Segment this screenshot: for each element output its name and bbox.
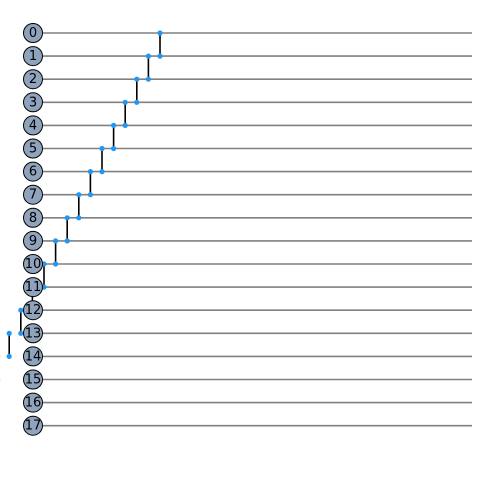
qubit-label: 11 <box>25 280 42 295</box>
qubit-node-circle <box>23 277 43 298</box>
qubit-node-circle <box>23 92 43 113</box>
gate-1-dot-2 <box>134 76 140 82</box>
qubit-label: 12 <box>25 303 42 318</box>
qubit-node-2: 2 <box>23 69 43 90</box>
qubit-node-10: 10 <box>23 254 43 274</box>
gate-6-dot-13 <box>18 330 24 336</box>
gate-2-dot-5 <box>99 145 105 152</box>
qubit-node-circle <box>23 323 43 344</box>
qubit-label: 17 <box>25 419 42 434</box>
qubit-label: 4 <box>29 118 37 133</box>
qubit-node-circle <box>23 254 43 274</box>
qubit-label: 2 <box>29 72 37 87</box>
qubit-node-5: 5 <box>23 138 43 159</box>
qubit-node-14: 14 <box>23 346 43 367</box>
qubit-node-circle <box>23 46 43 67</box>
qubit-node-circle <box>23 415 43 436</box>
gate-1-dot-3 <box>122 99 128 105</box>
gate-2-dot-6 <box>99 169 105 175</box>
qubit-label: 5 <box>29 142 37 157</box>
qubit-node-3: 3 <box>23 92 43 113</box>
qubit-node-16: 16 <box>23 392 43 413</box>
gate-1-dot-3 <box>134 99 140 105</box>
qubit-node-9: 9 <box>23 230 43 251</box>
qubit-label: 13 <box>25 326 42 341</box>
qubit-node-circle <box>23 346 43 367</box>
qubit-label: 8 <box>29 211 37 226</box>
qubit-label: 14 <box>25 349 42 364</box>
qubit-node-8: 8 <box>23 207 43 228</box>
gate-0-dot-1 <box>145 53 151 59</box>
qubit-label: 16 <box>25 396 42 411</box>
qubit-node-13: 13 <box>23 323 43 344</box>
gate-4-dot-10 <box>53 261 59 267</box>
gate-2-dot-4 <box>111 122 117 128</box>
gate-4-dot-9 <box>64 238 70 244</box>
qubit-label: 0 <box>29 26 37 41</box>
gate-6-dot-14 <box>6 353 12 359</box>
qubit-node-1: 1 <box>23 46 43 67</box>
gate-0-dot-0 <box>157 30 163 36</box>
qubit-node-7: 7 <box>23 184 43 205</box>
gate-3-dot-7 <box>76 192 82 198</box>
qubit-node-0: 0 <box>23 23 43 43</box>
qubit-node-circle <box>23 23 43 43</box>
qubit-label: 15 <box>25 373 42 388</box>
qubit-node-12: 12 <box>23 300 43 321</box>
gate-6-dot-13 <box>6 330 12 336</box>
qubit-node-circle <box>23 115 43 136</box>
gate-6-dot-12 <box>18 307 24 313</box>
qubit-node-6: 6 <box>23 161 43 182</box>
qubit-node-circle <box>23 184 43 205</box>
qubit-node-15: 15 <box>23 369 43 390</box>
qubit-node-circle <box>23 69 43 90</box>
qubit-node-11: 11 <box>23 277 43 298</box>
qubit-node-circle <box>23 161 43 182</box>
gate-3-dot-8 <box>76 215 82 221</box>
qubit-node-4: 4 <box>23 115 43 136</box>
qubit-label: 7 <box>29 188 37 203</box>
gate-3-dot-7 <box>87 192 93 198</box>
qubit-label: 3 <box>29 95 37 110</box>
gate-0-dot-2 <box>145 76 151 82</box>
qubit-node-17: 17 <box>23 415 43 436</box>
gate-3-dot-6 <box>87 169 93 175</box>
qubit-node-circle <box>23 230 43 251</box>
qubit-label: 9 <box>29 234 37 249</box>
gate-1-dot-4 <box>122 122 128 128</box>
gate-2-dot-5 <box>111 145 117 152</box>
qubit-node-circle <box>23 138 43 159</box>
qubit-node-circle <box>23 369 43 390</box>
qubit-node-circle <box>23 392 43 413</box>
qubit-node-circle <box>23 207 43 228</box>
qubit-node-circle <box>23 300 43 321</box>
gate-4-dot-8 <box>64 215 70 221</box>
qubit-label: 10 <box>25 257 42 272</box>
qubit-label: 6 <box>29 165 37 180</box>
qubit-label: 1 <box>29 49 37 64</box>
gate-0-dot-1 <box>157 53 163 59</box>
gate-4-dot-9 <box>53 238 59 244</box>
